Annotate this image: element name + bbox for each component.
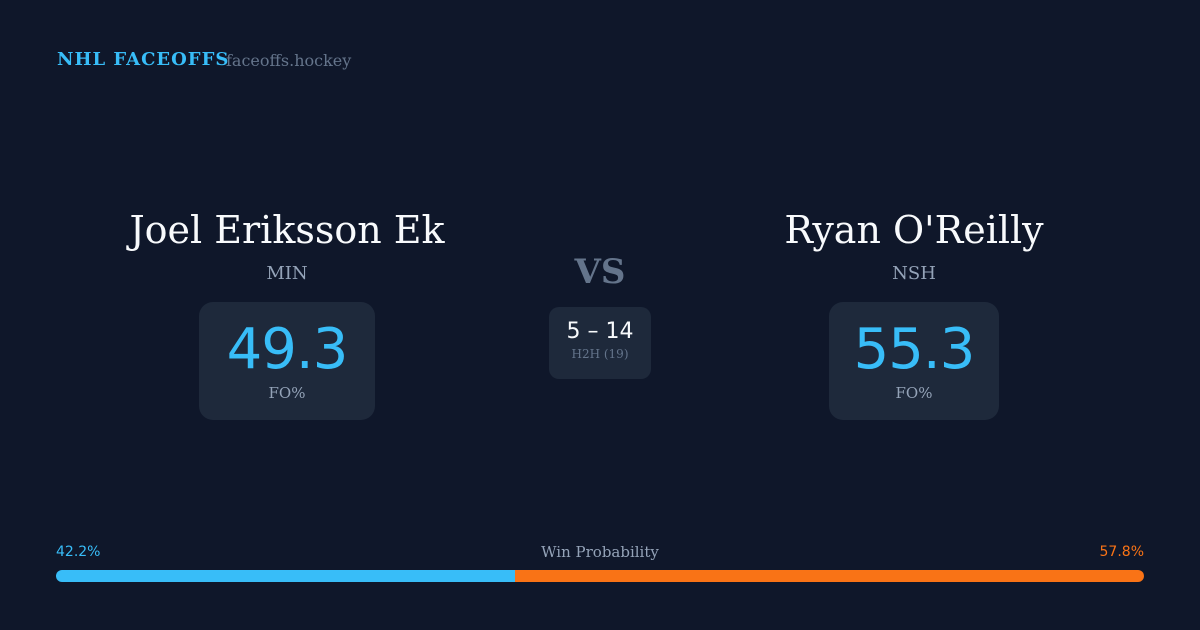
right-fo-card: 55.3 FO% (829, 302, 999, 420)
win-probability-right-fill (515, 570, 1144, 582)
h2h-card: 5 – 14 H2H (19) (549, 307, 651, 379)
h2h-label: H2H (19) (571, 347, 629, 361)
win-probability-label: Win Probability (541, 543, 659, 561)
left-win-probability: 42.2% (56, 544, 101, 560)
right-player-team: NSH (892, 263, 936, 284)
right-fo-value: 55.3 (853, 317, 976, 382)
right-player: Ryan O'Reilly NSH (664, 205, 1164, 284)
win-probability-bar (56, 570, 1144, 582)
left-player: Joel Eriksson Ek MIN (37, 205, 537, 284)
site-url: faceoffs.hockey (226, 51, 352, 70)
left-fo-label: FO% (268, 384, 306, 402)
left-fo-card: 49.3 FO% (199, 302, 375, 420)
brand-title: NHL FACEOFFS (57, 49, 230, 70)
left-fo-value: 49.3 (226, 317, 349, 382)
win-probability-left-fill (56, 570, 516, 582)
right-win-probability: 57.8% (1099, 544, 1144, 560)
right-player-name: Ryan O'Reilly (784, 208, 1044, 252)
vs-label: VS (574, 252, 626, 292)
left-player-name: Joel Eriksson Ek (129, 208, 445, 252)
right-fo-label: FO% (895, 384, 933, 402)
h2h-score: 5 – 14 (566, 319, 634, 344)
left-player-team: MIN (266, 263, 308, 284)
